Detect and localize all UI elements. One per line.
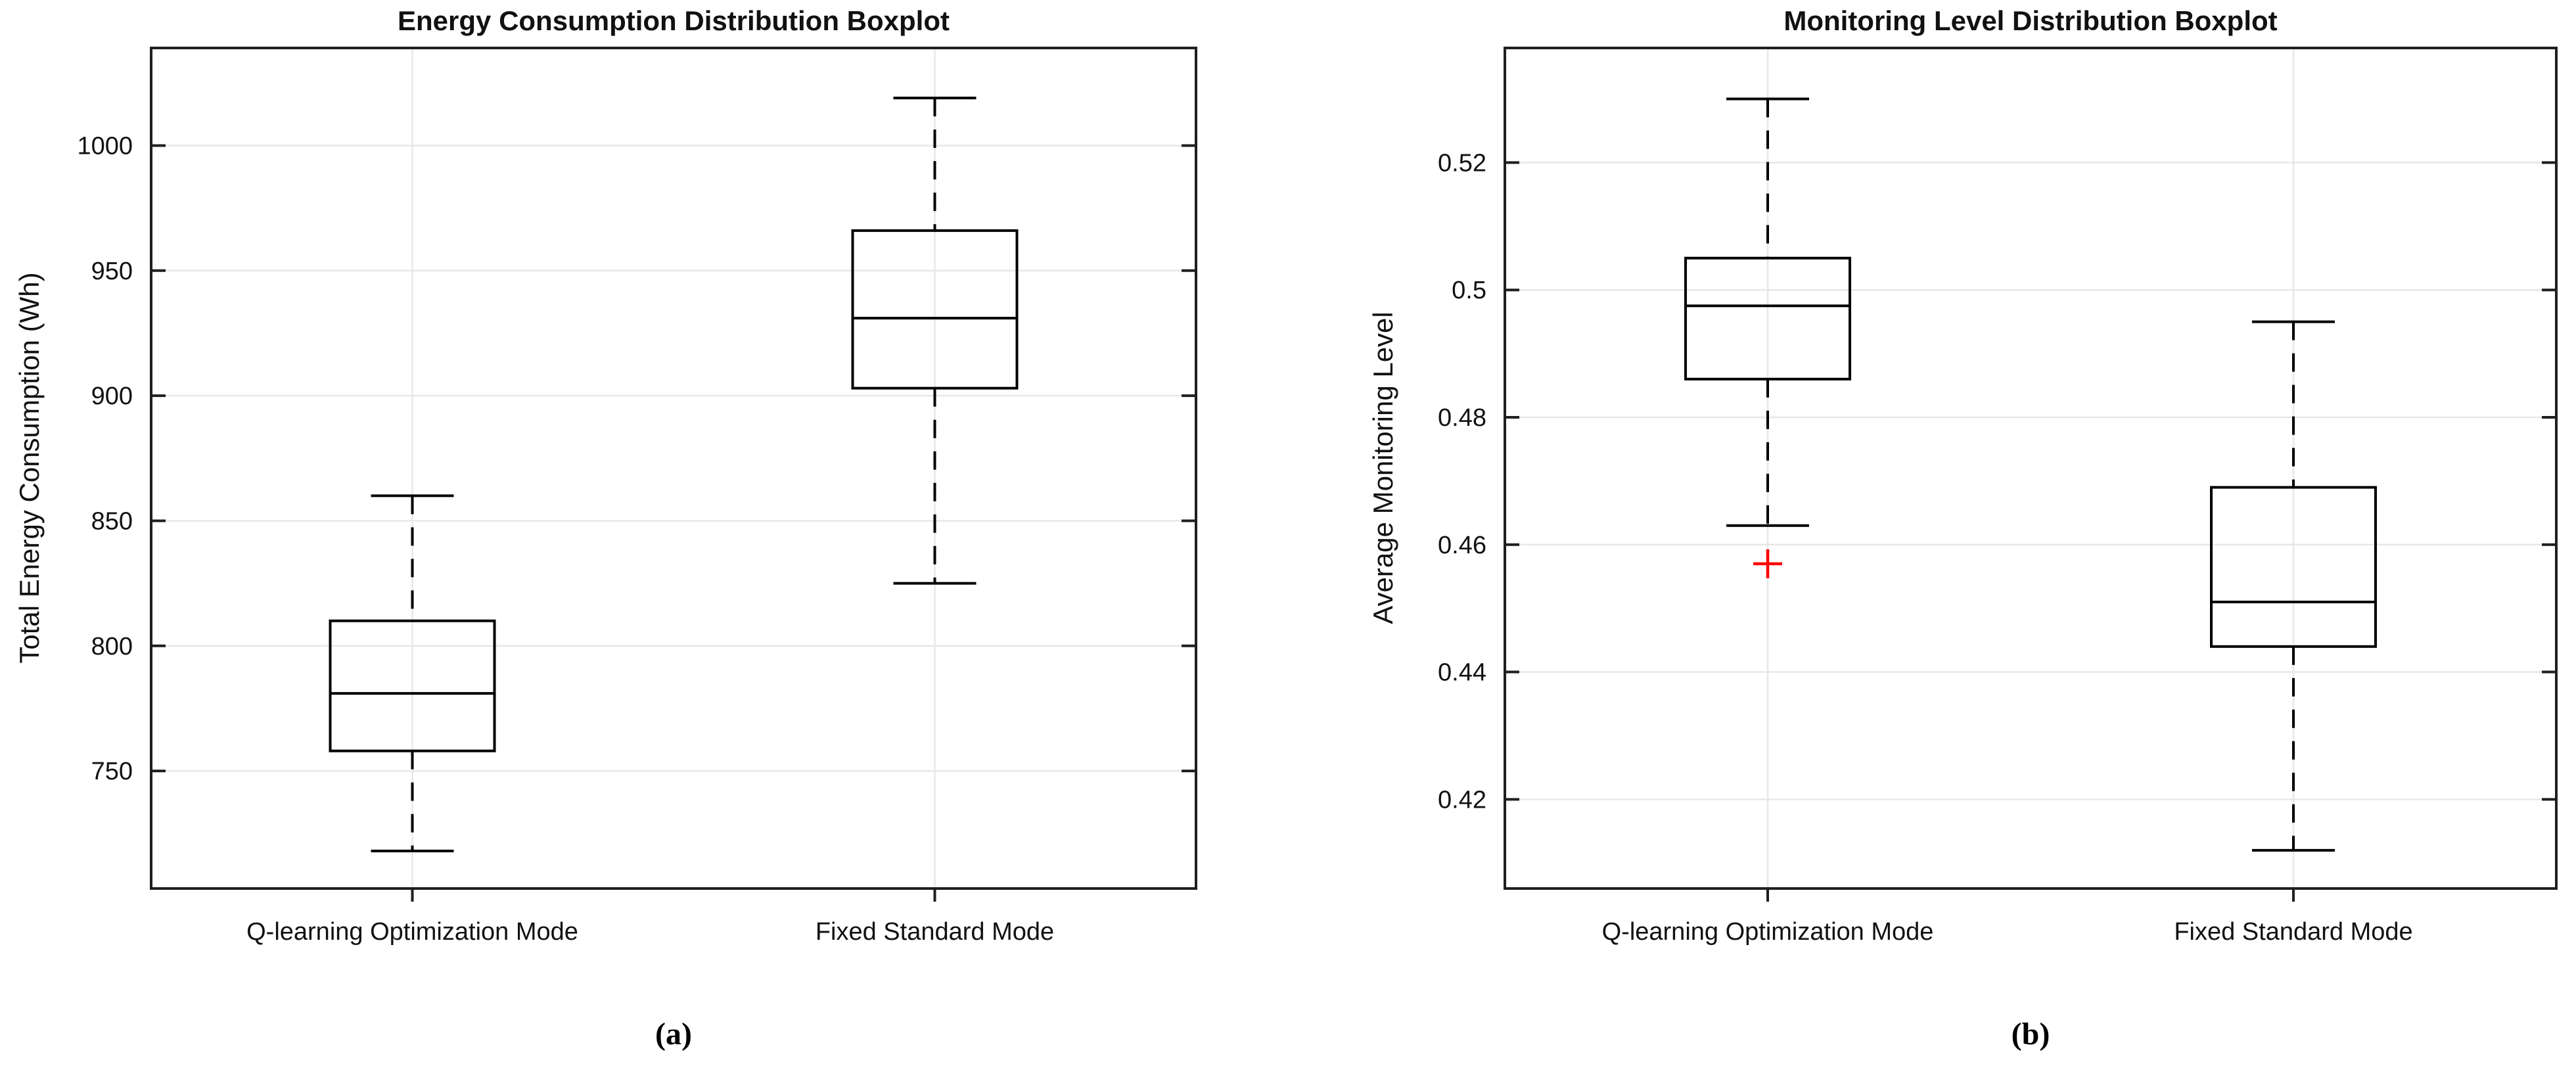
- y-tick-label: 0.52: [1438, 149, 1486, 177]
- plot-area-b: 0.42 0.44 0.46 0.48 0.5 0.52 Q-learning Optimi…: [1438, 47, 2558, 946]
- iqr-box: [851, 229, 1019, 390]
- iqr-box: [2210, 486, 2377, 648]
- chart-panel-b: Monitoring Level Distribution Boxplot Av…: [1288, 0, 2576, 1085]
- y-tick-label: 0.44: [1438, 659, 1486, 687]
- y-tick-label: 800: [91, 633, 133, 660]
- plot-border: [150, 47, 1197, 890]
- x-tick-label: Fixed Standard Mode: [816, 918, 1054, 946]
- chart-title-b: Monitoring Level Distribution Boxplot: [1783, 5, 2278, 36]
- iqr-box: [329, 619, 496, 752]
- y-tick-label: 1000: [77, 132, 133, 160]
- figure-caption-b: (b): [2011, 1017, 2050, 1051]
- plot-border: [1504, 47, 2558, 890]
- plot-area-a: 750 800 850 900 950 1000 Q-learning Optimizati…: [77, 47, 1197, 946]
- x-tick-label: Fixed Standard Mode: [2174, 918, 2412, 946]
- x-tick-label: Q-learning Optimization Mode: [1602, 918, 1934, 946]
- chart-panel-a: Energy Consumption Distribution Boxplot …: [14, 5, 1197, 1051]
- x-tick-label: Q-learning Optimization Mode: [246, 918, 578, 946]
- y-tick-label: 750: [91, 758, 133, 785]
- y-tick-label: 0.48: [1438, 404, 1486, 432]
- figure-caption-a: (a): [655, 1017, 692, 1051]
- iqr-box: [1684, 256, 1851, 381]
- y-tick-label: 900: [91, 382, 133, 410]
- chart-title-a: Energy Consumption Distribution Boxplot: [398, 5, 950, 36]
- y-tick-label: 0.5: [1452, 277, 1486, 304]
- y-tick-label: 850: [91, 507, 133, 535]
- y-tick-label: 950: [91, 258, 133, 285]
- y-tick-label: 0.42: [1438, 786, 1486, 814]
- y-tick-label: 0.46: [1438, 532, 1486, 559]
